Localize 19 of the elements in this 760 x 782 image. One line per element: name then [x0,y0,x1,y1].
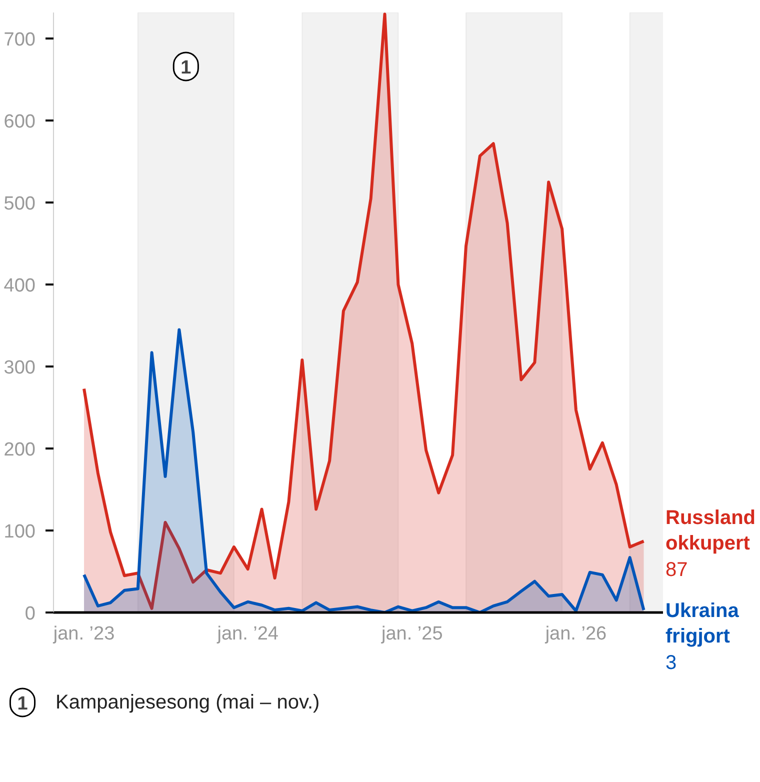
x-tick-label: jan. ’24 [216,624,279,644]
y-tick-label: 400 [4,276,36,297]
band-label: 1 [180,58,192,78]
y-tick-label: 300 [4,358,36,379]
series-label: Russland okkupert [666,507,756,554]
x-tick-label: jan. ’23 [52,624,115,644]
x-tick-label: jan. ’26 [544,624,607,644]
y-tick-label: 700 [4,30,36,51]
y-tick-label: 200 [4,440,36,461]
y-tick-label: 0 [24,604,36,624]
data-label: 87 [666,559,688,582]
series-label: Ukraina frigjort [666,600,740,648]
y-tick-label: 100 [4,522,36,543]
text: Kampanjesesong (mai – nov.) [56,692,320,714]
y-tick-label: 500 [4,194,36,215]
x-tick-label: jan. ’25 [380,624,443,644]
data-label: 3 [666,652,677,674]
y-tick-label: 600 [4,112,36,133]
text: 1 [17,694,28,714]
